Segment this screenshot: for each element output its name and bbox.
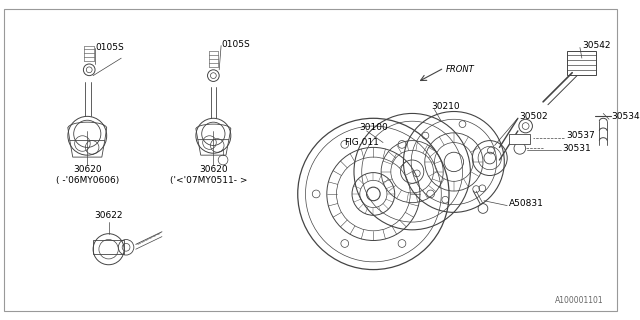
Text: A100001101: A100001101 xyxy=(555,296,604,306)
Text: 30542: 30542 xyxy=(582,41,611,50)
Text: 30534: 30534 xyxy=(611,112,639,121)
Text: ('<'07MY0511- >: ('<'07MY0511- > xyxy=(170,176,247,185)
Text: 0105S: 0105S xyxy=(95,43,124,52)
Text: ( -'06MY0606): ( -'06MY0606) xyxy=(56,176,119,185)
Text: A50831: A50831 xyxy=(509,199,544,208)
Text: 30210: 30210 xyxy=(431,102,460,111)
Text: 30537: 30537 xyxy=(566,131,595,140)
Text: 0105S: 0105S xyxy=(221,40,250,49)
Text: FIG.011: FIG.011 xyxy=(344,138,379,147)
Text: FRONT: FRONT xyxy=(446,65,475,74)
Text: 30531: 30531 xyxy=(563,144,591,153)
Text: 30502: 30502 xyxy=(519,112,547,121)
Text: 30100: 30100 xyxy=(359,124,388,132)
Text: 30622: 30622 xyxy=(94,211,123,220)
Text: 30620: 30620 xyxy=(199,165,228,174)
Bar xyxy=(509,134,531,143)
Text: 30620: 30620 xyxy=(73,165,102,174)
